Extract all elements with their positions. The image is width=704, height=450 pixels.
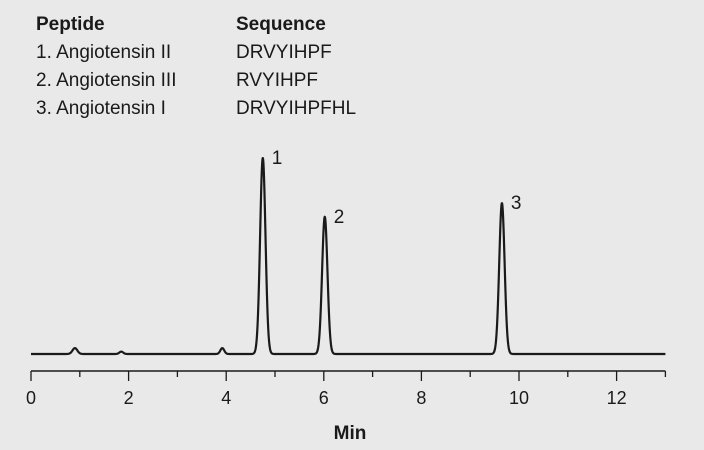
peak-label: 2 <box>334 207 345 228</box>
peak-label: 3 <box>511 193 522 214</box>
x-axis: 0 2 4 6 8 10 12 <box>26 370 667 408</box>
legend-sequence-1: DRVYIHPF <box>236 42 332 63</box>
legend-peptide-3: 3. Angiotensin I <box>36 98 166 119</box>
x-tick-label: 10 <box>509 388 529 408</box>
x-tick-label: 12 <box>607 388 627 408</box>
legend-peptide-2: 2. Angiotensin III <box>36 70 177 91</box>
legend-sequence-3: DRVYIHPFHL <box>236 98 357 119</box>
x-tick-label: 8 <box>416 388 426 408</box>
chromatogram-trace <box>30 157 667 356</box>
x-tick-label: 0 <box>26 388 36 408</box>
peptide-legend: Peptide Sequence 1. Angiotensin II DRVYI… <box>0 0 704 130</box>
x-axis-label: Min <box>334 423 367 444</box>
trace-layer <box>30 157 667 356</box>
peak-labels: 1 2 3 <box>272 148 522 228</box>
legend-peptide-1: 1. Angiotensin II <box>36 42 172 63</box>
x-tick-label: 4 <box>221 388 231 408</box>
x-tick-label: 2 <box>124 388 134 408</box>
legend-header-sequence: Sequence <box>236 14 326 35</box>
legend-sequence-2: RVYIHPF <box>236 70 319 91</box>
x-tick-label: 6 <box>319 388 329 408</box>
legend-header-peptide: Peptide <box>36 14 105 35</box>
peak-label: 1 <box>272 148 283 169</box>
